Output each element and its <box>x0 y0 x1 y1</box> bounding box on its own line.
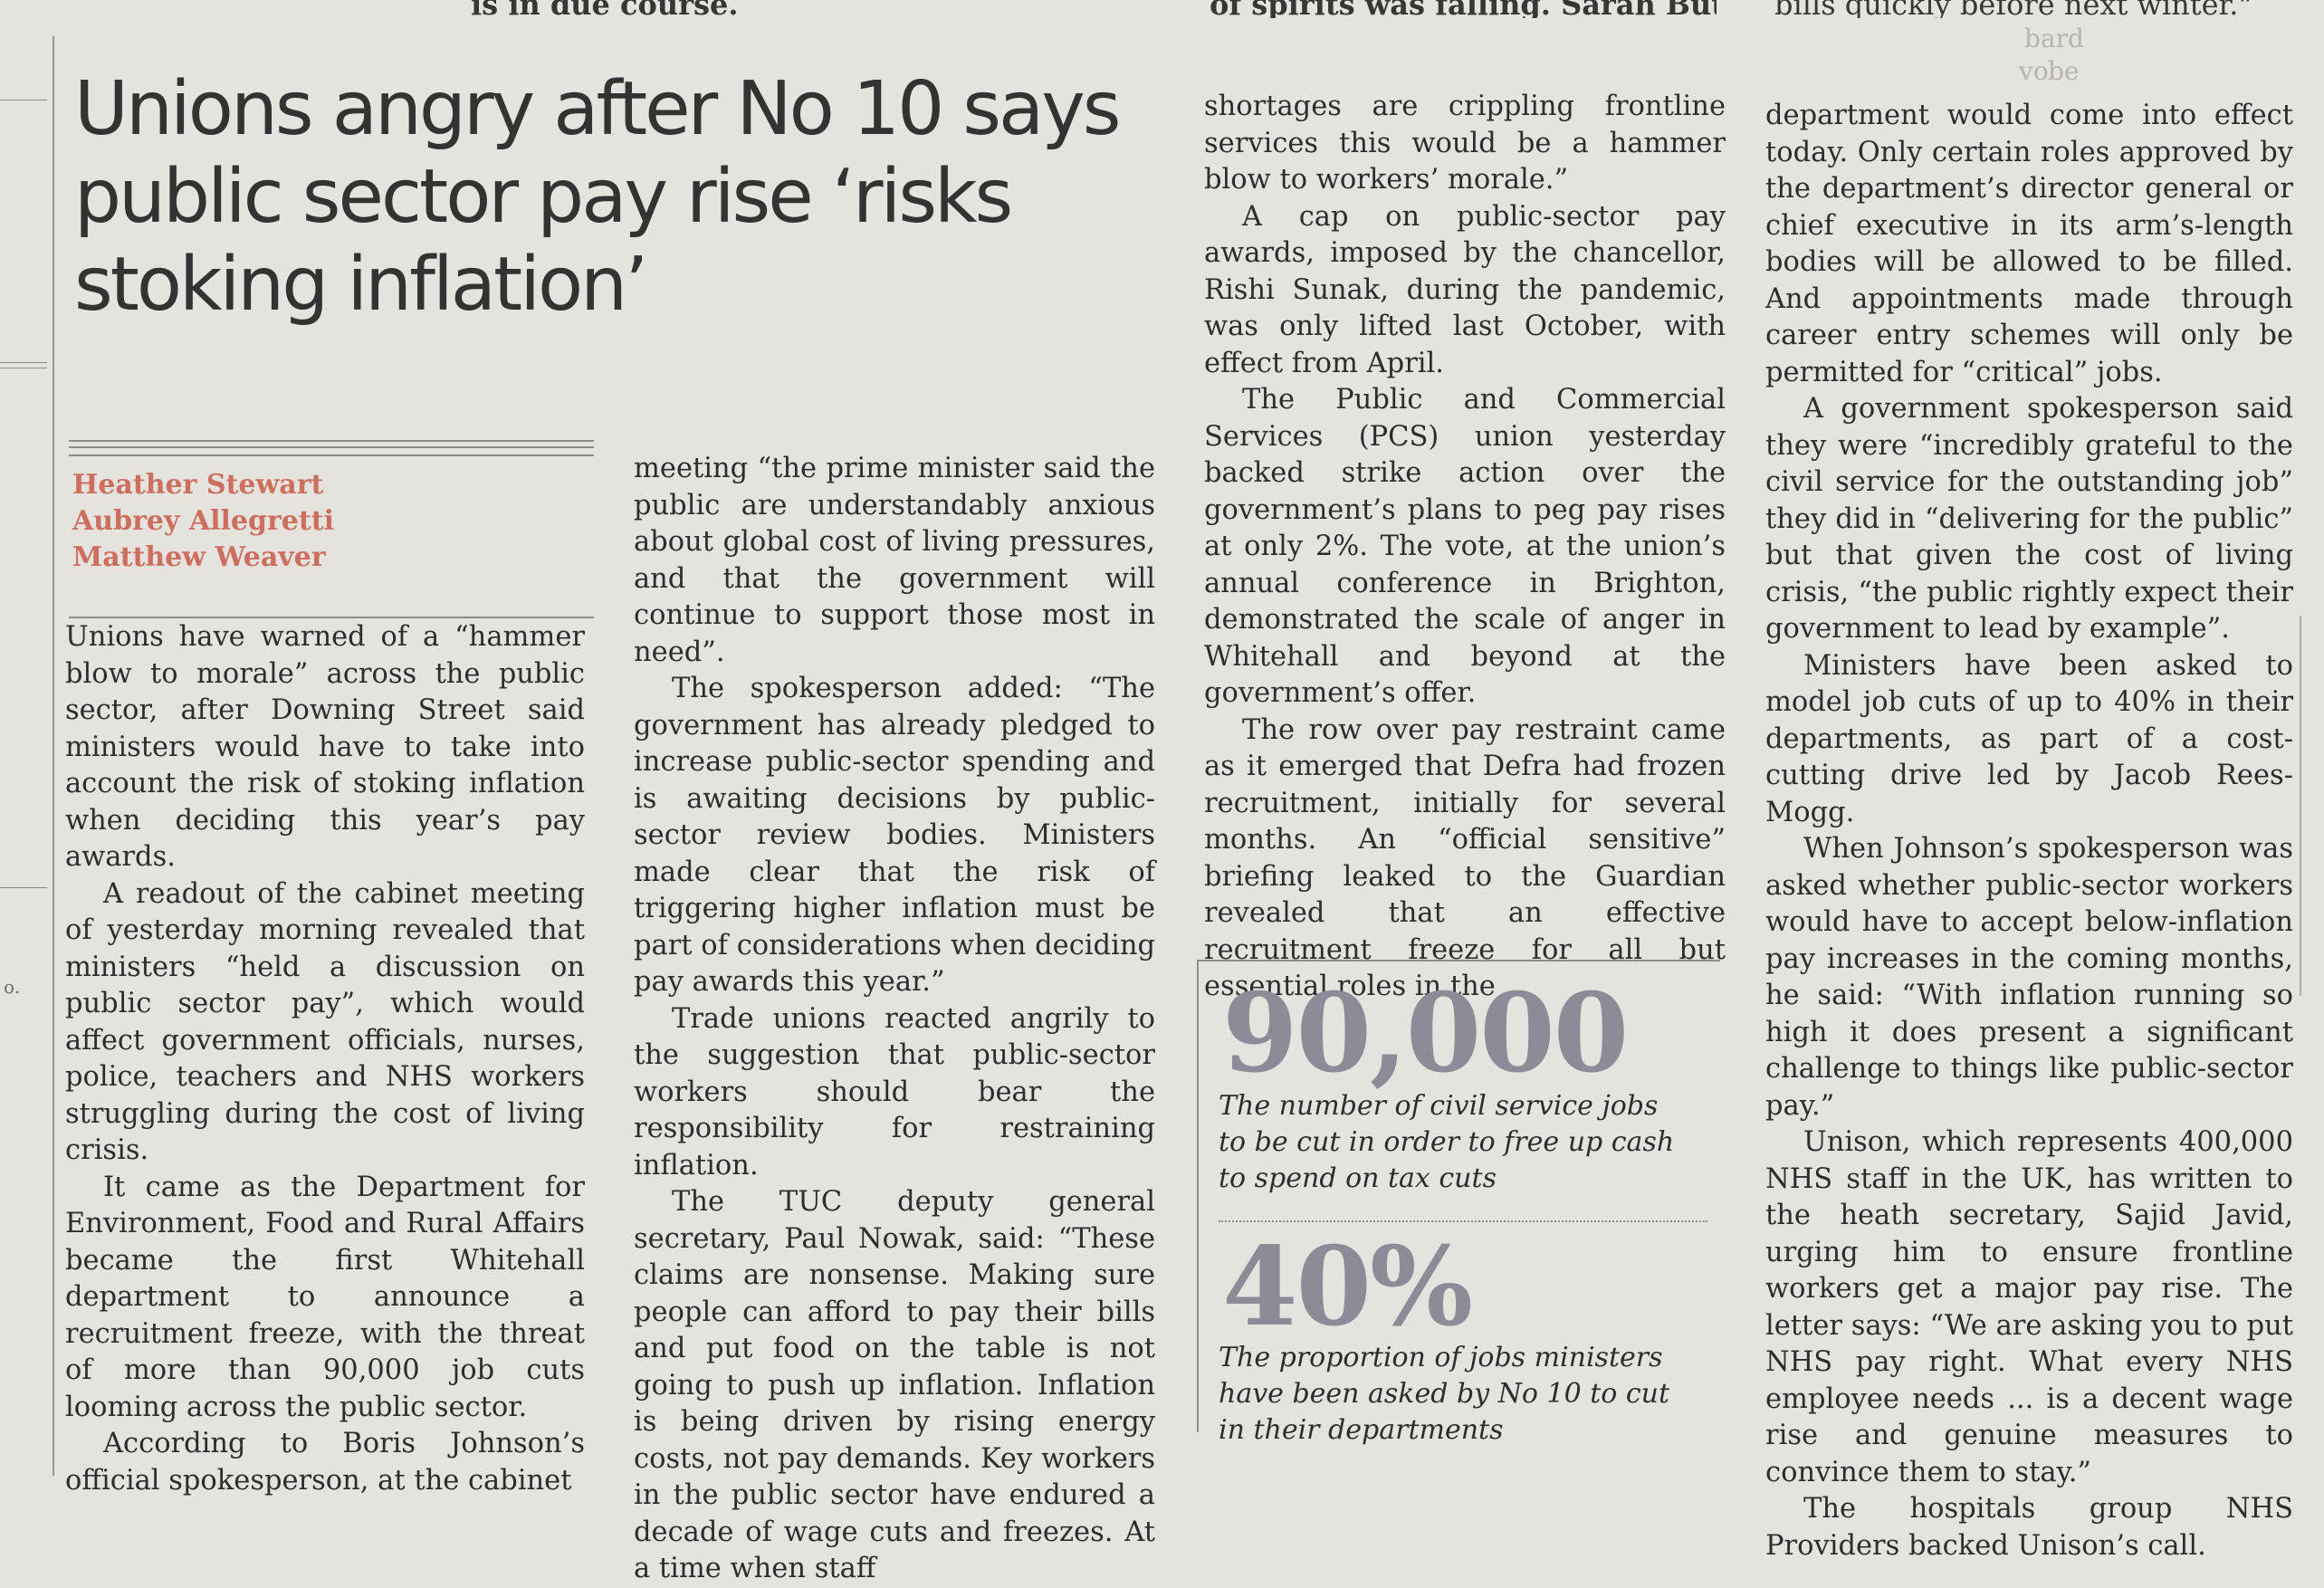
page-edge-shadow <box>2300 616 2301 996</box>
paragraph: A government spokesperson said they were… <box>1765 393 2293 645</box>
stat-caption: The proportion of jobs ministers have be… <box>1219 1342 1670 1446</box>
stat-caption: The number of civil service jobs to be c… <box>1219 1090 1675 1194</box>
article-column-3: shortages are crippling frontline servic… <box>1204 89 1726 1006</box>
paragraph: Ministers have been asked to model job c… <box>1765 649 2293 828</box>
paragraph: The TUC deputy general secretary, Paul N… <box>634 1186 1155 1584</box>
paragraph: shortages are crippling frontline servic… <box>1204 91 1726 196</box>
paragraph: A readout of the cabinet meeting of yest… <box>65 877 585 1167</box>
show-through-text: vo <box>2019 56 2049 86</box>
margin-mark: o. <box>4 976 21 998</box>
paragraph: The spokesperson added: “The government … <box>634 673 1155 998</box>
paragraph: meeting “the prime minister said the pub… <box>634 453 1155 668</box>
author-name: Heather Stewart <box>72 469 324 501</box>
stat-divider <box>1219 1220 1707 1222</box>
byline: Heather Stewart Aubrey Allegretti Matthe… <box>72 467 334 576</box>
margin-rule <box>53 36 54 1476</box>
stat-panel: 90,000 The number of civil service jobs … <box>1197 960 1720 1446</box>
article-column-1: Unions have warned of a “hammer blow to … <box>65 619 585 1499</box>
paragraph: Trade unions reacted angrily to the sugg… <box>634 1002 1155 1181</box>
paragraph: The hospitals group NHS Providers backed… <box>1765 1493 2293 1562</box>
margin-tick <box>0 362 47 363</box>
paragraph: The Public and Commercial Services (PCS)… <box>1204 384 1726 709</box>
top-fragment-left: is in due course. <box>471 0 739 18</box>
show-through-text: bard <box>2024 24 2084 53</box>
top-fragment-right: bills quickly before next winter." <box>1774 0 2252 18</box>
article-column-4: department would come into effect today.… <box>1765 98 2293 1564</box>
paragraph: According to Boris Johnson’s official sp… <box>65 1428 585 1497</box>
paragraph: The row over pay restraint came as it em… <box>1204 713 1726 1003</box>
margin-tick <box>0 887 47 888</box>
paragraph: When Johnson’s spokesperson was asked wh… <box>1765 833 2293 1122</box>
paragraph: A cap on public-sector pay awards, impos… <box>1204 200 1726 379</box>
byline-bottom-rule <box>69 617 594 618</box>
paragraph: It came as the Department for Environmen… <box>65 1171 585 1423</box>
paragraph: Unison, which represents 400,000 NHS sta… <box>1765 1126 2293 1488</box>
byline-rule <box>69 440 594 456</box>
article-column-2: meeting “the prime minister said the pub… <box>634 451 1155 1588</box>
headline: Unions angry after No 10 says public sec… <box>74 66 1122 328</box>
top-fragment-middle: of spirits was falling. Sarah Butler <box>1210 0 1717 18</box>
stat-number: 90,000 <box>1222 970 1629 1097</box>
show-through-text: be <box>2048 56 2080 86</box>
author-name: Aubrey Allegretti <box>72 505 334 537</box>
paragraph: Unions have warned of a “hammer blow to … <box>65 621 585 873</box>
author-name: Matthew Weaver <box>72 541 326 573</box>
stat-number: 40% <box>1222 1223 1473 1351</box>
paragraph: department would come into effect today.… <box>1765 100 2293 388</box>
